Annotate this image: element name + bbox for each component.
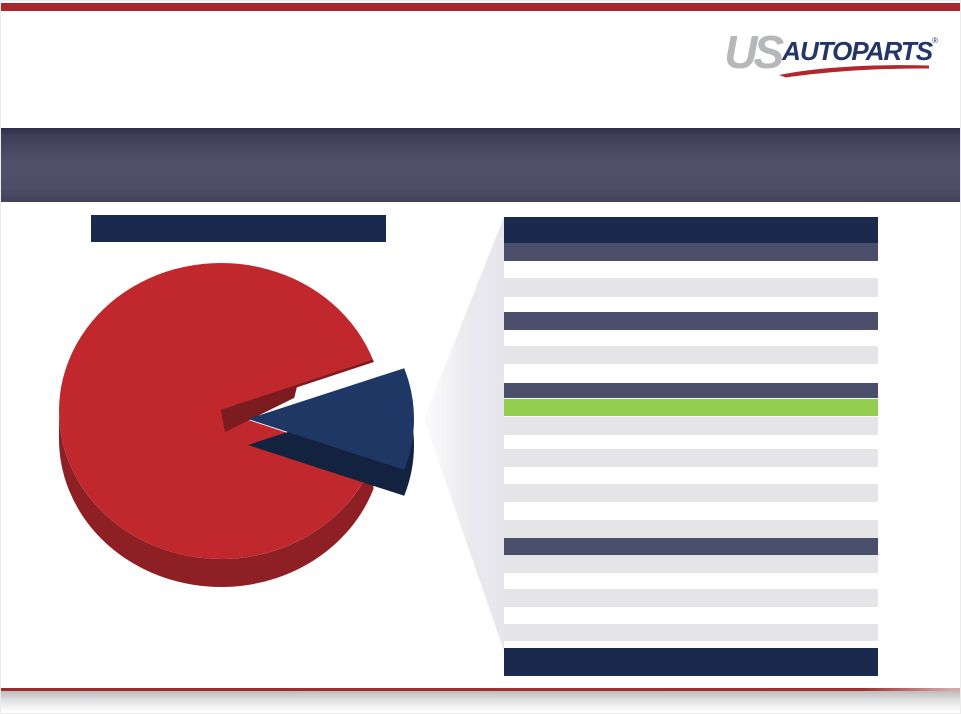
table-row-footer xyxy=(504,648,878,676)
logo-autoparts-text: AUTOPARTS xyxy=(782,36,933,66)
pie-chart xyxy=(59,217,504,651)
table-row-header xyxy=(504,217,878,243)
pie-exploded-slice xyxy=(248,368,414,470)
footer-rule xyxy=(1,688,960,691)
table-row-subheader xyxy=(504,383,878,398)
logo-us-text: US xyxy=(724,26,784,78)
detail-table xyxy=(504,1,878,713)
chart-title-bar xyxy=(91,215,386,242)
pie-cut-edge xyxy=(220,359,374,413)
table-row-item xyxy=(504,449,878,467)
header-band xyxy=(1,128,960,202)
table-row-subheader xyxy=(504,243,878,261)
table-row-item xyxy=(504,417,878,435)
table-row-item xyxy=(504,589,878,607)
table-row-item xyxy=(504,484,878,502)
table-row-item xyxy=(504,278,878,297)
pie-main-slice xyxy=(59,263,374,559)
footer-shadow xyxy=(1,691,960,713)
table-row-item xyxy=(504,624,878,641)
table-row-subheader xyxy=(504,312,878,330)
table-row-highlight xyxy=(504,399,878,416)
pie-cut-inner-wall xyxy=(221,385,298,432)
table-row-item xyxy=(504,346,878,364)
callout-beam xyxy=(424,217,504,651)
logo-wordmark: AUTOPARTS® xyxy=(779,36,938,78)
logo-registered-mark: ® xyxy=(932,36,938,45)
pie-main-slice-side xyxy=(59,411,374,588)
table-row-subheader xyxy=(504,538,878,555)
us-autoparts-logo: US AUTOPARTS® xyxy=(724,26,938,78)
table-row-item xyxy=(504,555,878,573)
table-row-item xyxy=(504,520,878,538)
top-accent-bar xyxy=(1,3,960,11)
logo-swoosh-icon xyxy=(779,65,930,78)
